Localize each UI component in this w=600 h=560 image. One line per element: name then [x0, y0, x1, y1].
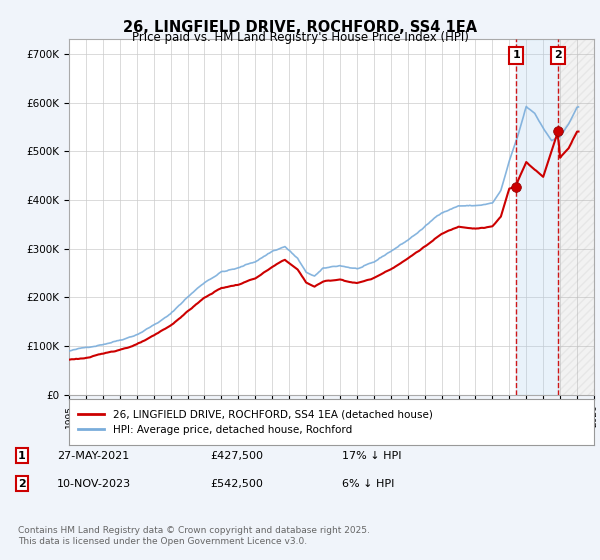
Legend: 26, LINGFIELD DRIVE, ROCHFORD, SS4 1EA (detached house), HPI: Average price, det: 26, LINGFIELD DRIVE, ROCHFORD, SS4 1EA (… — [74, 405, 437, 439]
Text: Contains HM Land Registry data © Crown copyright and database right 2025.
This d: Contains HM Land Registry data © Crown c… — [18, 526, 370, 546]
Bar — [558, 39, 594, 395]
Text: 2: 2 — [18, 479, 26, 489]
Text: 2: 2 — [554, 50, 562, 60]
Text: 1: 1 — [512, 50, 520, 60]
Text: 6% ↓ HPI: 6% ↓ HPI — [342, 479, 394, 489]
Text: £542,500: £542,500 — [210, 479, 263, 489]
Text: 26, LINGFIELD DRIVE, ROCHFORD, SS4 1EA: 26, LINGFIELD DRIVE, ROCHFORD, SS4 1EA — [123, 20, 477, 35]
Text: 10-NOV-2023: 10-NOV-2023 — [57, 479, 131, 489]
Text: 1: 1 — [18, 451, 26, 461]
Text: £427,500: £427,500 — [210, 451, 263, 461]
Bar — [516, 39, 558, 395]
Text: 17% ↓ HPI: 17% ↓ HPI — [342, 451, 401, 461]
Text: 27-MAY-2021: 27-MAY-2021 — [57, 451, 129, 461]
Text: Price paid vs. HM Land Registry's House Price Index (HPI): Price paid vs. HM Land Registry's House … — [131, 31, 469, 44]
